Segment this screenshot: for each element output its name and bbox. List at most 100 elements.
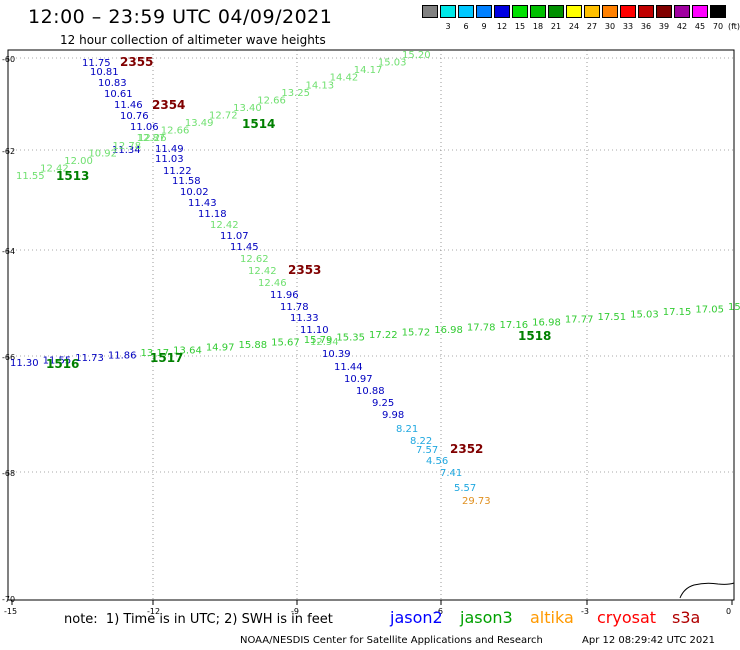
wave-height-label: 11.96: [270, 290, 299, 301]
wave-height-label: 11.55: [43, 355, 72, 366]
pass-time-label: 2355: [120, 55, 153, 69]
wave-height-label: 29.73: [462, 496, 491, 507]
wave-height-label: 11.30: [10, 358, 39, 369]
wave-height-label: 17.51: [597, 312, 626, 323]
wave-height-label: 14.42: [330, 73, 359, 84]
wave-height-label: 12.46: [258, 278, 287, 289]
legend-item-jason2: jason2: [390, 608, 443, 627]
wave-height-label: 11.44: [334, 362, 363, 373]
color-swatch: [692, 5, 708, 18]
color-scale-label: 21: [550, 22, 562, 31]
wave-height-label: 10.88: [356, 386, 385, 397]
wave-height-label: 10.02: [180, 187, 209, 198]
legend-item-jason3: jason3: [460, 608, 513, 627]
wave-height-label: 11.03: [155, 154, 184, 165]
wave-height-label: 11.55: [16, 171, 45, 182]
credit-timestamp: Apr 12 08:29:42 UTC 2021: [582, 635, 715, 646]
wave-height-label: 13.64: [173, 345, 202, 356]
wave-height-label: 11.18: [198, 209, 227, 220]
latitude-tick-label: -60: [2, 55, 15, 64]
color-swatch: [656, 5, 672, 18]
wave-height-label: 17.78: [467, 322, 496, 333]
color-scale-label: 12: [496, 22, 508, 31]
wave-height-label: 12.42: [248, 266, 277, 277]
wave-height-label: 16.98: [532, 317, 561, 328]
color-swatch: [638, 5, 654, 18]
color-swatch: [458, 5, 474, 18]
wave-height-label: 13.40: [233, 103, 262, 114]
wave-height-label: 11.06: [130, 122, 159, 133]
pass-time-label: 1517: [150, 351, 183, 365]
color-scale-label: 9: [481, 22, 487, 31]
color-swatch: [566, 5, 582, 18]
pass-time-label: 1518: [518, 329, 551, 343]
wave-height-label: 8.22: [410, 436, 432, 447]
wave-height-label: 11.34: [112, 145, 141, 156]
pass-time-label: 2353: [288, 263, 321, 277]
color-scale-label: 45: [694, 22, 706, 31]
wave-height-label: 17.22: [369, 330, 398, 341]
latitude-tick-label: -64: [2, 247, 15, 256]
longitude-tick-label: -6: [435, 607, 443, 616]
wave-height-label: 17.16: [500, 320, 529, 331]
wave-height-label: 15.03: [630, 310, 659, 321]
color-scale-label: 42: [676, 22, 688, 31]
wave-height-label: 12.42: [210, 220, 239, 231]
color-scale-unit: (ft): [727, 22, 740, 31]
wave-height-label: 7.57: [416, 445, 438, 456]
color-swatch: [512, 5, 528, 18]
wave-height-label: 4.56: [426, 456, 448, 467]
wave-height-label: 12.78: [113, 141, 142, 152]
color-scale-label: 24: [568, 22, 580, 31]
wave-height-label: 10.97: [344, 374, 373, 385]
wave-height-label: 17.77: [565, 315, 594, 326]
color-scale-label: 18: [532, 22, 544, 31]
wave-height-label: 9.25: [372, 398, 394, 409]
wave-height-label: 10.76: [120, 111, 149, 122]
color-swatch: [584, 5, 600, 18]
wave-height-label: 14.17: [354, 65, 383, 76]
wave-height-label: 11.07: [220, 231, 249, 242]
wave-height-label: 12.72: [209, 111, 238, 122]
wave-height-label: 12.66: [257, 95, 286, 106]
wave-height-label: 13.25: [281, 88, 310, 99]
pass-time-label: 2354: [152, 98, 185, 112]
map-frame: [7, 49, 735, 601]
color-swatch: [602, 5, 618, 18]
wave-height-label: 15.72: [402, 327, 431, 338]
wave-height-label: 8.21: [396, 424, 418, 435]
wave-height-label: 12.00: [64, 156, 93, 167]
pass-time-label: 1514: [242, 117, 275, 131]
color-swatch: [674, 5, 690, 18]
wave-height-label: 15.35: [336, 333, 365, 344]
longitude-tick-label: -3: [581, 607, 589, 616]
wave-height-label: 11.86: [108, 350, 137, 361]
pass-time-label: 1516: [46, 357, 79, 371]
legend-item-altika: altika: [530, 608, 574, 627]
wave-height-label: 10.39: [322, 349, 351, 360]
legend-item-cryosat: cryosat: [597, 608, 657, 627]
wave-height-label: 12.54: [310, 337, 339, 348]
longitude-tick-label: -12: [147, 607, 160, 616]
pass-time-label: 2352: [450, 442, 483, 456]
wave-height-label: 11.58: [172, 176, 201, 187]
color-scale-label: 27: [586, 22, 598, 31]
wave-height-label: 11.22: [163, 166, 192, 177]
color-swatch: [620, 5, 636, 18]
color-scale-label: 33: [622, 22, 634, 31]
longitude-tick-label: -9: [291, 607, 299, 616]
color-scale-label: 39: [658, 22, 670, 31]
wave-height-label: 12.26: [138, 133, 167, 144]
color-scale-label: 70: [712, 22, 724, 31]
wave-height-label: 14.97: [206, 343, 235, 354]
wave-height-label: 11.75: [82, 58, 111, 69]
wave-height-label: 13.17: [141, 348, 170, 359]
wave-height-label: 11.45: [230, 242, 259, 253]
color-scale-label: 30: [604, 22, 616, 31]
latitude-tick-label: -70: [2, 595, 15, 604]
wave-height-label: 12.66: [161, 126, 190, 137]
wave-height-label: 13.49: [185, 118, 214, 129]
pass-time-label: 1513: [56, 169, 89, 183]
wave-height-label: 14.13: [306, 80, 335, 91]
latitude-tick-label: -62: [2, 147, 15, 156]
